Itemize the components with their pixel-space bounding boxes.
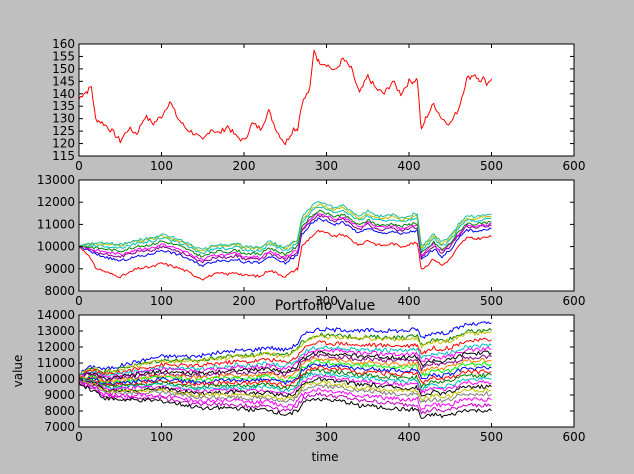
series-line-2 [79,217,492,267]
y-tick-label: 10000 [37,372,75,386]
x-tick-label: 300 [315,294,338,308]
series-line-1 [79,49,492,146]
x-tick-label: 0 [75,294,83,308]
series-line-13 [79,368,492,390]
series-line-16 [79,377,492,399]
y-tick-label: 9000 [44,262,75,276]
y-tick-label: 12000 [37,340,75,354]
series-line-5 [79,209,492,258]
y-tick-label: 135 [52,99,75,113]
y-tick-label: 11000 [37,356,75,370]
x-tick-label: 100 [150,294,173,308]
plot-area [79,180,574,291]
y-tick-label: 8000 [44,404,75,418]
plot-area [79,315,574,427]
x-tick-label: 200 [233,294,256,308]
x-tick-label: 400 [398,294,421,308]
y-tick-label: 145 [52,74,75,88]
series-line-3 [79,213,492,264]
series-line-17 [79,380,492,402]
series-line-3 [79,330,492,376]
series-line-6 [79,346,492,380]
series-line-19 [79,380,492,411]
series-group [79,200,492,281]
plot-area [79,44,574,156]
y-tick-label: 9000 [44,388,75,402]
x-tick-label: 600 [563,294,586,308]
x-tick-label: 300 [315,159,338,173]
series-line-1 [79,321,492,376]
x-tick-label: 600 [563,430,586,444]
y-tick-label: 12000 [37,195,75,209]
y-tick-label: 155 [52,49,75,63]
y-tick-label: 120 [52,137,75,151]
series-line-21 [79,381,492,419]
series-line-10 [79,359,492,385]
x-tick-label: 100 [150,159,173,173]
y-tick-label: 10000 [37,240,75,254]
x-tick-label: 500 [480,430,503,444]
series-line-8 [79,200,492,250]
series-line-4 [79,337,492,378]
y-tick-label: 125 [52,124,75,138]
x-tick-label: 500 [480,159,503,173]
x-tick-label: 200 [233,159,256,173]
series-line-12 [79,365,492,389]
series-line-6 [79,206,492,254]
x-tick-label: 100 [150,430,173,444]
subplot-2: 0 100 200 300 400 500 600 8000 9000 10000 11000 120… [37,173,586,308]
y-tick-label: 13000 [37,173,75,187]
y-tick-label: 130 [52,112,75,126]
y-tick-label: 160 [52,37,75,51]
x-tick-label: 400 [398,159,421,173]
y-tick-label: 13000 [37,324,75,338]
subplots: 0 100 200 300 400 500 600 115120125130135140145… [37,37,586,444]
y-tick-label: 140 [52,87,75,101]
y-tick-label: 7000 [44,420,75,434]
subplot-3: 0 100 200 300 400 500 600 7000 8000 9000 10000 1100… [37,308,586,444]
x-tick-label: 600 [563,159,586,173]
series-line-8 [79,353,492,383]
x-tick-label: 0 [75,159,83,173]
y-tick-label: 14000 [37,308,75,322]
series-line-15 [79,374,492,396]
series-line-4 [79,212,492,261]
y-tick-label: 8000 [44,284,75,298]
x-tick-label: 300 [315,430,338,444]
x-tick-label: 400 [398,430,421,444]
x-tick-label: 0 [75,430,83,444]
y-tick-label: 150 [52,62,75,76]
y-axis-label: value [11,355,25,388]
series-line-20 [79,382,492,415]
x-tick-label: 500 [480,294,503,308]
series-line-1 [79,229,492,281]
series-line-7 [79,350,492,382]
y-tick-label: 115 [52,149,75,163]
y-tick-label: 11000 [37,217,75,231]
series-line-18 [79,380,492,403]
subplot-1: 0 100 200 300 400 500 600 115120125130135140145… [52,37,585,173]
series-group [79,49,492,146]
series-group [79,321,492,419]
x-axis-label: time [311,450,338,464]
chart-title: Portfolio Value [275,298,376,314]
series-line-9 [79,357,492,384]
x-tick-label: 200 [233,430,256,444]
